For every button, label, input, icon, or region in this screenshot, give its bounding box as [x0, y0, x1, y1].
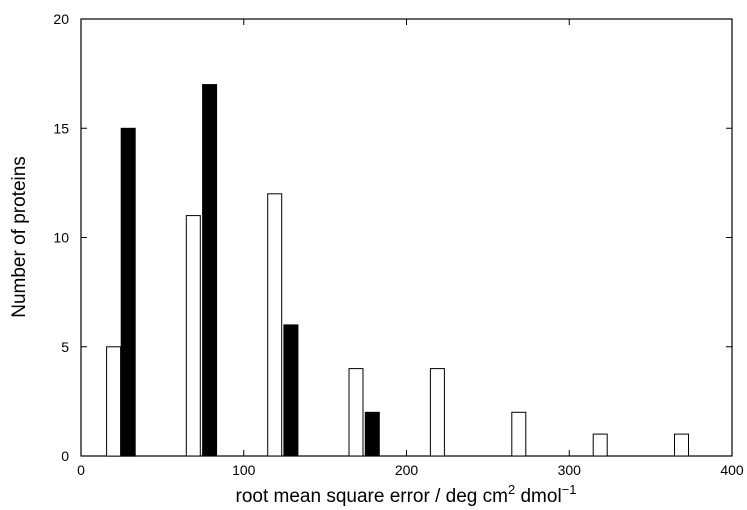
filled-bar-1 [202, 84, 218, 457]
x-tick-label-0: 0 [77, 462, 85, 478]
x-tick-label-1: 100 [232, 462, 256, 478]
open-bar-5 [511, 411, 527, 457]
bars-layer [106, 84, 689, 457]
x-axis-title-main: root mean square error / deg cm [236, 486, 508, 507]
y-tick-label-1: 5 [61, 339, 69, 355]
open-bar-1 [185, 215, 201, 457]
y-tick-label-0: 0 [61, 448, 69, 464]
y-tick-label-4: 20 [53, 11, 69, 27]
filled-bar-0 [120, 127, 136, 457]
open-bar-2 [267, 193, 283, 457]
open-bar-7 [674, 433, 689, 457]
open-bar-6 [592, 433, 608, 457]
y-tick-label-3: 15 [53, 120, 69, 136]
y-axis-title: Number of proteins [9, 156, 30, 318]
ticks-layer: 0 100 200 300 400 0 5 10 15 20 [53, 11, 743, 478]
x-tick-label-2: 200 [395, 462, 419, 478]
filled-bar-3 [364, 411, 380, 457]
x-tick-label-4: 400 [720, 462, 744, 478]
filled-bar-2 [283, 324, 299, 457]
x-tick-label-3: 300 [558, 462, 582, 478]
plot-frame [80, 18, 733, 457]
open-bar-0 [106, 346, 122, 457]
x-axis-title-sup1: 2 [508, 482, 515, 497]
open-bar-3 [348, 368, 364, 457]
x-axis-title-mid: dmol [515, 486, 561, 507]
x-axis-title-sup2: −1 [562, 482, 577, 497]
open-bar-4 [429, 368, 445, 457]
y-tick-label-2: 10 [53, 230, 69, 246]
x-axis-title: root mean square error / deg cm2 dmol−1 [236, 482, 577, 507]
